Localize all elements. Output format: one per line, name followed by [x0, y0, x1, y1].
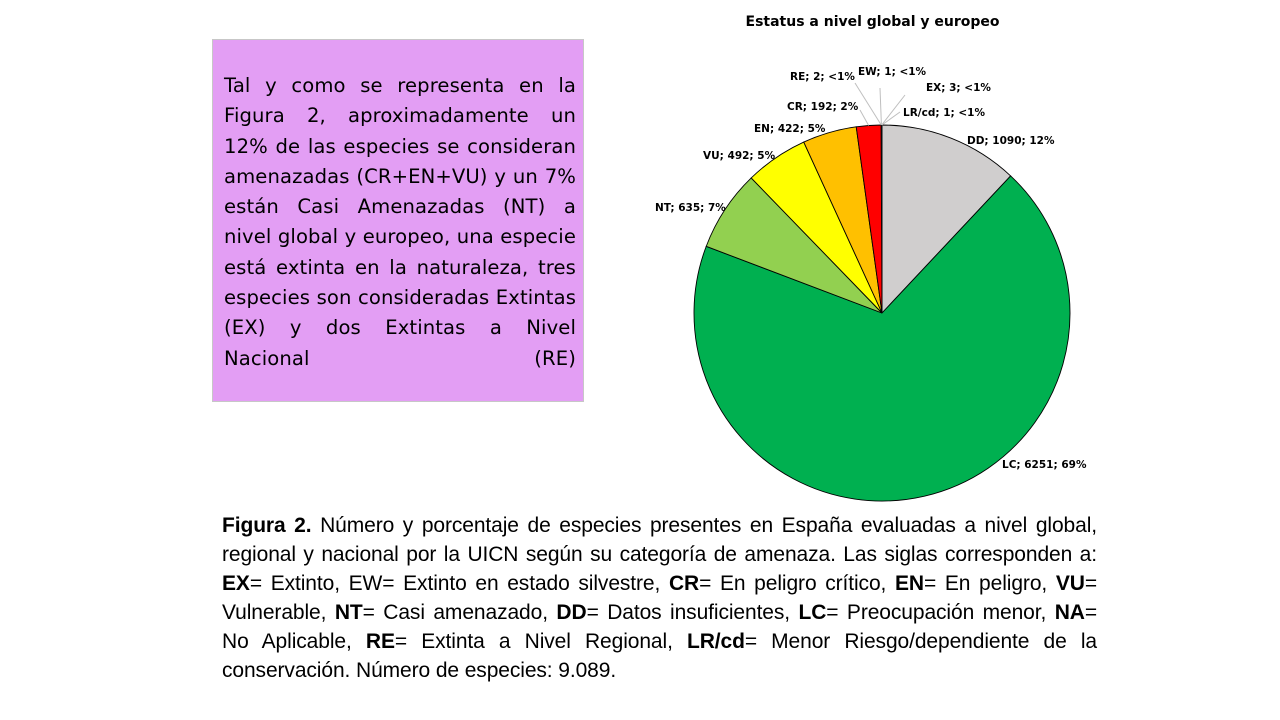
leader-line — [879, 87, 882, 126]
caption-text: = Preocupación menor, — [826, 601, 1055, 624]
data-label-cr: CR; 192; 2% — [787, 101, 859, 113]
caption-text: = Extinta a Nivel Regional, — [394, 630, 687, 653]
chart-title: Estatus a nivel global y europeo — [745, 14, 1000, 30]
caption-text: = No Aplicable, — [222, 601, 1098, 653]
pie-slice-lc — [693, 175, 1071, 502]
figure-caption: Figura 2. Número y porcentaje de especie… — [222, 511, 1097, 685]
caption-abbrev: EX — [222, 572, 250, 595]
caption-abbrev: CR — [668, 572, 700, 595]
leader-line — [859, 109, 870, 126]
caption-lead: Figura 2. — [222, 514, 312, 537]
caption-text: = En peligro, — [923, 572, 1056, 595]
caption-abbrev: DD — [556, 601, 587, 624]
data-label-en: EN; 422; 5% — [754, 123, 826, 135]
caption-abbrev: RE — [365, 630, 395, 653]
caption-text: = Extinto, EW= Extinto en estado silvest… — [249, 572, 669, 595]
caption-text: = Menor Riesgo/dependiente de la conserv… — [222, 630, 1097, 682]
caption-text: = En peligro crítico, — [699, 572, 895, 595]
data-label-lr-cd: LR/cd; 1; <1% — [903, 107, 985, 119]
summary-textbox: Tal y como se representa en la Figura 2,… — [212, 39, 584, 402]
caption-abbrev: EN — [895, 572, 924, 595]
data-label-re: RE; 2; <1% — [790, 71, 855, 83]
data-label-lc: LC; 6251; 69% — [1002, 459, 1087, 471]
data-label-dd: DD; 1090; 12% — [967, 135, 1055, 147]
caption-abbrev: LC — [798, 601, 827, 624]
data-label-ew: EW; 1; <1% — [858, 66, 927, 78]
pie-slices — [693, 124, 1071, 502]
caption-text: = Casi amenazado, — [362, 601, 557, 624]
caption-abbrev: NT — [334, 601, 363, 624]
pie-slice-dd — [881, 124, 1012, 315]
caption-text: = Vulnerable, — [222, 572, 1097, 624]
caption-abbrev: VU — [1055, 572, 1085, 595]
leader-line — [881, 111, 901, 126]
data-label-nt: NT; 635; 7% — [655, 202, 726, 214]
data-label-ex: EX; 3; <1% — [926, 82, 991, 94]
summary-text: Tal y como se representa en la Figura 2,… — [224, 74, 576, 370]
caption-text: Número y porcentaje de especies presente… — [222, 514, 1097, 566]
leader-line — [854, 82, 882, 126]
caption-text: = Datos insuficientes, — [586, 601, 799, 624]
caption-body: Número y porcentaje de especies presente… — [222, 514, 1097, 682]
caption-abbrev: NA — [1054, 601, 1085, 624]
data-label-vu: VU; 492; 5% — [703, 150, 776, 162]
leader-line — [881, 94, 906, 126]
caption-abbrev: LR/cd — [686, 630, 745, 653]
data-labels: DD; 1090; 12% LC; 6251; 69% NT; 635; 7% VU;… — [655, 66, 1087, 471]
leader-lines — [854, 82, 906, 126]
